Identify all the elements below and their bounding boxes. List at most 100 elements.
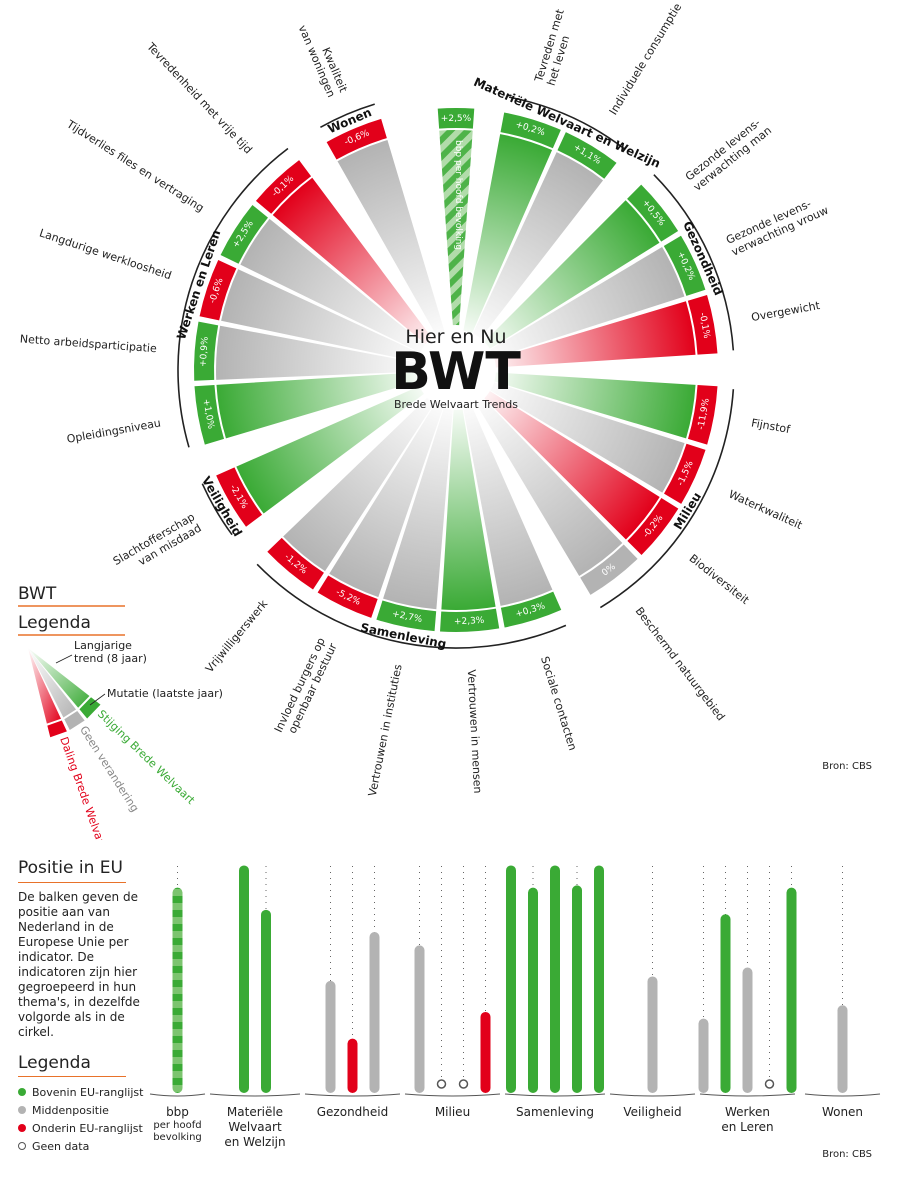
bbp-wedge-label: bbp per hoofd bevolking — [453, 140, 463, 250]
center-line1: Hier en Nu — [405, 326, 506, 348]
indicator-label: Waterkwaliteit — [727, 488, 805, 533]
indicator-label: Vrijwilligerswerk — [203, 597, 271, 675]
mutatie-bar — [627, 498, 679, 556]
mutatie-bar — [194, 384, 225, 445]
eu-nodata-marker — [458, 1079, 469, 1089]
source-bottom: Bron: CBS — [822, 1149, 872, 1160]
wedge-trend — [494, 372, 696, 439]
eu-group-baseline — [804, 1093, 881, 1097]
wedge-trend — [216, 325, 417, 380]
eu-group-label: Materiële Welvaart en Welzijn — [224, 1105, 285, 1149]
mutatie-bar — [687, 384, 718, 445]
mutatie-bar — [580, 544, 638, 595]
wedge-trend — [383, 408, 453, 610]
eu-title: Positie in EU — [18, 858, 123, 878]
wedge-trend — [484, 391, 660, 540]
mutatie-label-bbp: +2,5% — [441, 114, 472, 124]
eu-group-baseline — [699, 1093, 796, 1097]
indicator-label: Biodiversiteit — [687, 552, 752, 608]
mutatie-bar — [220, 205, 268, 264]
indicator-label: Netto arbeidsparticipatie — [19, 332, 157, 355]
mutatie-bar — [199, 259, 237, 321]
legend-mut-red — [47, 720, 67, 738]
mutatie-bar — [216, 467, 263, 527]
indicator-label: Sociale contacten — [538, 655, 579, 752]
eu-legend-title-text: Legenda — [18, 1053, 91, 1073]
eu-legend-label: Bovenin EU-ranglijst — [32, 1085, 144, 1099]
eu-group-label: Werken en Leren — [721, 1105, 773, 1134]
theme-arc — [653, 174, 735, 351]
wedge-trend — [472, 152, 604, 339]
eu-group-baseline — [504, 1093, 606, 1097]
wedge-trend — [329, 403, 444, 598]
eu-group-label: Samenleving — [516, 1105, 594, 1119]
source-top: Bron: CBS — [822, 761, 872, 772]
indicator-label: Gezonde levens-verwachting man — [683, 114, 774, 194]
eu-legend-item-middle: Middenpositie — [18, 1101, 143, 1119]
indicator-label: Invloed burgers opopenbaar bestuur — [272, 635, 340, 740]
mutatie-label: -0,1% — [697, 312, 712, 340]
mutatie-bar — [664, 443, 706, 504]
eu-nodata-marker — [436, 1079, 447, 1089]
mutatie-label: +2,3% — [454, 616, 485, 628]
wedge-trend — [441, 409, 496, 611]
mutatie-bar — [557, 132, 617, 179]
mutatie-bar — [440, 608, 500, 632]
wedge-trend — [484, 200, 660, 349]
indicator-label: Tevreden methet leven — [532, 7, 579, 88]
theme-arc — [256, 563, 567, 649]
theme-arc — [177, 147, 289, 448]
indicator-label: Kwaliteitvan woningen — [296, 18, 350, 100]
eu-legend-item-nodata: Geen data — [18, 1137, 143, 1155]
eu-legend-rule — [18, 1076, 126, 1077]
theme-arc — [599, 389, 735, 609]
mutatie-bar — [500, 112, 561, 149]
bwt-wheel-chart: +2,5%bbp per hoofd bevolking+0,2%+1,1%+0… — [18, 1, 872, 840]
legend-dot-green — [18, 1088, 26, 1096]
eu-legend-title: Legenda — [18, 1053, 91, 1073]
eu-group-label: Veiligheid — [623, 1105, 681, 1119]
theme-arc — [320, 103, 375, 129]
indicator-label: Individuele consumptie — [607, 1, 685, 117]
eu-group-baseline — [209, 1093, 301, 1097]
mutatie-label: +0,9% — [199, 336, 211, 367]
indicator-label: Vertrouwen in instituties — [366, 663, 405, 798]
legend-dot-gray — [18, 1106, 26, 1114]
legend-mut-gray — [64, 711, 85, 730]
legend-trend-label: Langjarige trend (8 jaar) — [74, 639, 147, 665]
indicator-label: Tevredenheid met vrije tijd — [144, 40, 255, 157]
indicator-label: Slachtofferschapvan misdaad — [111, 510, 204, 579]
eu-legend-list: Bovenin EU-ranglijst Middenpositie Onder… — [18, 1083, 143, 1155]
legend-dot-nodata — [18, 1142, 26, 1150]
mutatie-bar — [687, 294, 718, 355]
mutatie-bar — [267, 537, 324, 590]
indicator-label: Fijnstof — [750, 416, 792, 436]
legend-fan-green — [28, 648, 90, 708]
wedge-trend — [272, 177, 433, 345]
legend-bwt-title: BWT — [18, 584, 57, 604]
indicator-label: Tijdverlies files en vertraging — [64, 117, 207, 215]
indicator-label: Opleidingsniveau — [66, 416, 162, 445]
wedge-trend — [283, 397, 435, 572]
mutatie-bar — [317, 575, 378, 618]
legend-fan-gray — [28, 648, 77, 718]
eu-legend-item-top: Bovenin EU-ranglijst — [18, 1083, 143, 1101]
legend-mut-green — [79, 697, 101, 719]
mutatie-bar — [663, 235, 706, 296]
legend-trend-pointer — [55, 654, 73, 664]
wedge-trend — [463, 134, 553, 334]
legend-top-title: Legenda — [18, 613, 91, 633]
mutatie-bbp — [437, 108, 475, 129]
indicator-label: Vertrouwen in mensen — [465, 669, 484, 793]
eu-group-label: Wonen — [822, 1105, 863, 1119]
wedge-trend — [221, 269, 420, 362]
wedge-trend — [236, 386, 424, 514]
theme-arc — [508, 96, 626, 150]
mutatie-bar — [255, 160, 312, 214]
eu-legend-label: Geen data — [32, 1139, 90, 1153]
eu-nodata-marker — [764, 1079, 775, 1089]
wedge-trend — [494, 301, 696, 368]
center-line2: BWT — [391, 342, 521, 402]
eu-legend-label: Onderin EU-ranglijst — [32, 1121, 143, 1135]
indicator-label: Beschermd natuurgebied — [633, 605, 728, 724]
